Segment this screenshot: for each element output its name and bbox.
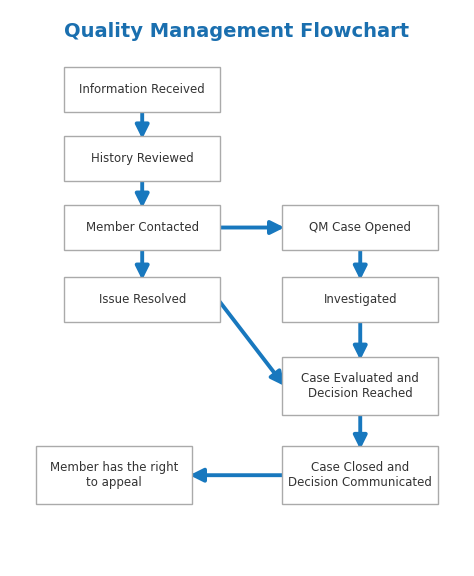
Text: Issue Resolved: Issue Resolved bbox=[99, 293, 186, 306]
FancyBboxPatch shape bbox=[64, 205, 220, 250]
Text: Quality Management Flowchart: Quality Management Flowchart bbox=[64, 22, 410, 41]
FancyBboxPatch shape bbox=[64, 277, 220, 322]
Text: QM Case Opened: QM Case Opened bbox=[309, 221, 411, 234]
FancyBboxPatch shape bbox=[282, 205, 438, 250]
Text: Case Evaluated and
Decision Reached: Case Evaluated and Decision Reached bbox=[301, 372, 419, 400]
FancyBboxPatch shape bbox=[64, 136, 220, 181]
Text: Member Contacted: Member Contacted bbox=[86, 221, 199, 234]
FancyBboxPatch shape bbox=[282, 357, 438, 415]
FancyBboxPatch shape bbox=[36, 446, 192, 504]
Text: Case Closed and
Decision Communicated: Case Closed and Decision Communicated bbox=[288, 461, 432, 489]
Text: History Reviewed: History Reviewed bbox=[91, 152, 193, 165]
FancyBboxPatch shape bbox=[282, 277, 438, 322]
FancyBboxPatch shape bbox=[64, 67, 220, 112]
Text: Information Received: Information Received bbox=[79, 83, 205, 96]
Text: Member has the right
to appeal: Member has the right to appeal bbox=[50, 461, 178, 489]
FancyBboxPatch shape bbox=[282, 446, 438, 504]
Text: Investigated: Investigated bbox=[323, 293, 397, 306]
